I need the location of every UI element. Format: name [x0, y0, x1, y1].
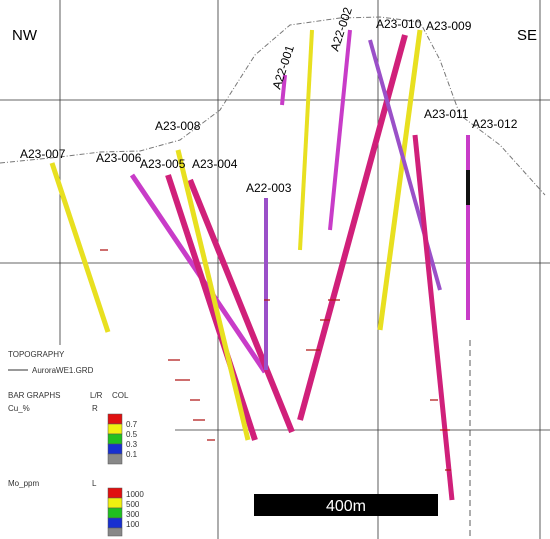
legend-swatch	[107, 443, 123, 455]
drill-hole	[377, 29, 423, 331]
legend: TOPOGRAPHY AuroraWE1.GRD BAR GRAPHS L/R …	[8, 350, 144, 537]
legend-header: COL	[112, 391, 129, 400]
hole-label: A23-004	[192, 157, 238, 171]
legend-text: L	[92, 479, 97, 488]
legend-level: 1000	[126, 490, 144, 499]
legend-swatch	[107, 517, 123, 529]
legend-swatch	[107, 423, 123, 435]
hole-label: A23-005	[140, 157, 186, 171]
hole-label: A23-012	[472, 117, 518, 131]
legend-swatch	[107, 453, 123, 465]
legend-level: 500	[126, 500, 140, 509]
legend-title: BAR GRAPHS	[8, 391, 60, 400]
legend-header: L/R	[90, 391, 103, 400]
legend-text: Mo_ppm	[8, 479, 39, 488]
legend-swatch	[107, 527, 123, 537]
drill-hole	[187, 178, 295, 434]
legend-swatch	[107, 507, 123, 519]
hole-label: A22-003	[246, 181, 292, 195]
hole-label: A23-007	[20, 147, 66, 161]
legend-text: AuroraWE1.GRD	[32, 366, 94, 375]
hole-label: A23-011	[424, 107, 469, 121]
legend-level: 0.7	[126, 420, 138, 429]
legend-level: 0.3	[126, 440, 138, 449]
legend-title: TOPOGRAPHY	[8, 350, 65, 359]
drill-holes	[49, 29, 470, 501]
scale-bar	[254, 494, 438, 516]
direction-label: SE	[517, 27, 537, 44]
drill-hole	[412, 134, 455, 501]
drill-hole	[280, 74, 287, 106]
assay-bar	[100, 249, 451, 471]
legend-level: 300	[126, 510, 140, 519]
drill-hole	[298, 29, 314, 251]
legend-swatch	[107, 433, 123, 445]
drill-hole	[165, 174, 258, 441]
direction-label: NW	[12, 27, 38, 44]
legend-swatch	[107, 487, 123, 499]
hole-label: A23-008	[155, 119, 201, 133]
legend-text: Cu_%	[8, 404, 30, 413]
drill-hole	[49, 162, 111, 333]
topography-line	[0, 16, 546, 196]
hole-label: A23-009	[426, 19, 472, 33]
legend-level: 0.1	[126, 450, 138, 459]
drill-hole	[328, 29, 352, 231]
legend-text: R	[92, 404, 98, 413]
legend-level: 100	[126, 520, 140, 529]
hole-label: A23-006	[96, 151, 142, 165]
scale-bar-label: 400m	[326, 498, 366, 515]
legend-swatch	[107, 413, 123, 425]
hole-label: A23-010	[376, 17, 422, 31]
drill-hole	[175, 149, 251, 441]
legend-swatch	[107, 497, 123, 509]
legend-level: 0.5	[126, 430, 138, 439]
assay-bars	[100, 249, 451, 471]
